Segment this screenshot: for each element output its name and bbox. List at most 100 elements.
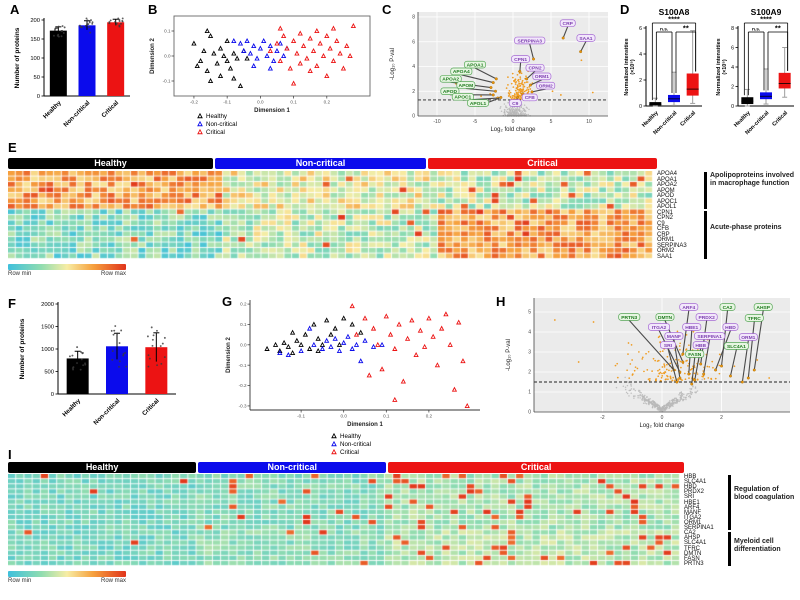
heatmap-row-label-slc4a1: SLC4A1	[684, 540, 707, 547]
svg-text:0: 0	[51, 392, 54, 398]
gene-label-saa1: SAA1	[576, 34, 596, 42]
gene-label-orm1: ORM1	[738, 333, 758, 341]
heatmap-row-label-hbd: HBD	[684, 484, 697, 491]
panel-e-group-header: Healthy Non-critical Critical	[8, 158, 657, 169]
heatmap-row-label-serpina1: SERPINA1	[684, 525, 714, 532]
svg-text:****: ****	[668, 15, 680, 24]
panel-i-bracket-myeloid	[728, 532, 731, 566]
heatmap-group-header-non-critical: Non-critical	[198, 462, 387, 473]
panel-letter-a: A	[10, 2, 20, 17]
gene-label-fasn: FASN	[685, 350, 705, 358]
svg-text:0: 0	[37, 94, 40, 100]
svg-text:6: 6	[639, 26, 642, 32]
svg-text:Dimension 2: Dimension 2	[150, 38, 156, 74]
panel-i-annotation-blood-coagulation: Regulation of blood coagulation	[734, 486, 795, 502]
svg-text:0.1: 0.1	[383, 414, 390, 419]
panel-letter-b: B	[148, 2, 158, 17]
gene-label-cpn1: CPN1	[511, 55, 531, 63]
gene-label-hbd: HBD	[722, 323, 739, 331]
svg-text:Log₂ fold change: Log₂ fold change	[490, 127, 536, 133]
svg-text:2: 2	[720, 415, 723, 421]
heatmap-row-label-hbb: HBB	[684, 474, 697, 480]
heatmap-row-label-slc4a1: SLC4A1	[684, 479, 707, 486]
gene-label-ahsp: AHSP	[753, 303, 773, 311]
panel-e-annotation-apolipoproteins: Apolipoproteins involved in macrophage f…	[710, 172, 795, 188]
svg-text:0.1: 0.1	[240, 322, 247, 327]
panel-i-row-labels: HBB SLC4A1 HBD PRDX2 SRI HBE1 ARF4 MANF ITGA2 ORM…	[684, 474, 726, 567]
gene-label-itga2: ITGA2	[648, 323, 670, 331]
gene-label-ca2: CA2	[719, 303, 736, 311]
panel-e-color-scale	[8, 264, 126, 270]
svg-text:Critical: Critical	[771, 110, 789, 128]
gene-label-cfb: CFB	[521, 93, 538, 101]
panel-e-bracket-acute-phase	[704, 211, 707, 259]
svg-text:-0.1: -0.1	[163, 79, 171, 84]
panel-h-volcano-plot: ARF4 CA2 AHSP PRTN3 DMTN PRDX2 TFRC ITGA2 HBE1 HB…	[506, 298, 790, 429]
heatmap-row-label-cpn1: CPN1	[657, 209, 674, 216]
svg-text:APOC1: APOC1	[454, 95, 471, 101]
svg-text:APOM: APOM	[459, 83, 474, 89]
heatmap-row-label-prtn3: PRTN3	[684, 560, 704, 567]
panel-g-scatter-plot: -0.1 0.0 0.1 0.2 0.2 0.1 0.0 -0.1 -0.2 -0.3 Dimens…	[226, 300, 480, 456]
heatmap-row-label-apod: APOD	[657, 193, 675, 199]
svg-text:ITGA2: ITGA2	[652, 325, 667, 331]
gene-label-tfrc: TFRC	[744, 314, 764, 322]
svg-text:0.2: 0.2	[324, 100, 331, 105]
svg-text:MANF: MANF	[667, 334, 681, 340]
svg-text:100: 100	[30, 56, 40, 62]
svg-text:0.0: 0.0	[257, 100, 264, 105]
heatmap-row-label-apoa1: APOA1	[657, 176, 678, 183]
gene-label-crp: CRP	[559, 19, 576, 27]
gene-label-serpina1: SERPINA1	[694, 332, 726, 340]
heatmap-row-label-orm2: ORM2	[657, 248, 675, 254]
heatmap-row-label-fasn: FASN	[684, 555, 700, 562]
svg-text:HBB: HBB	[695, 343, 706, 349]
panel-a-bar-chart: 0 50 100 150 200 Number of proteins Healthy Non…	[14, 17, 130, 128]
panel-i-group-header: Healthy Non-critical Critical	[8, 462, 684, 473]
panel-i-bracket-blood-coagulation	[728, 475, 731, 530]
svg-text:Number of proteins: Number of proteins	[14, 27, 21, 88]
svg-text:1500: 1500	[41, 325, 54, 331]
svg-text:2: 2	[528, 370, 531, 376]
panel-letter-h: H	[496, 294, 506, 309]
heatmap-row-label-apoa4: APOA4	[657, 171, 678, 177]
svg-text:4: 4	[639, 52, 642, 58]
svg-text:-Log₁₀ P-val: -Log₁₀ P-val	[506, 339, 512, 371]
svg-text:APOL1: APOL1	[470, 101, 487, 107]
svg-text:Number of proteins: Number of proteins	[19, 318, 26, 379]
svg-text:150: 150	[30, 37, 40, 43]
svg-text:500: 500	[44, 370, 54, 376]
heatmap-row-label-prdx2: PRDX2	[684, 489, 705, 496]
svg-text:0.0: 0.0	[341, 414, 348, 419]
heatmap-row-label-ca2: CA2	[684, 530, 696, 537]
panel-letter-f: F	[8, 296, 16, 311]
svg-text:Critical: Critical	[679, 110, 697, 128]
svg-text:2: 2	[639, 78, 642, 84]
svg-text:SERPINA3: SERPINA3	[517, 38, 542, 44]
gene-label-cpn2: CPN2	[525, 63, 545, 72]
svg-text:4: 4	[731, 65, 734, 71]
svg-text:0.2: 0.2	[426, 414, 433, 419]
gene-label-orm2: ORM2	[536, 81, 556, 89]
heatmap-row-label-orm1: ORM1	[684, 520, 702, 526]
gene-label-orm1: ORM1	[532, 72, 552, 80]
panel-letter-g: G	[222, 294, 233, 309]
gene-label-hbe1: HBE1	[682, 323, 702, 331]
svg-text:CFB: CFB	[525, 95, 536, 101]
gene-label-dmtn: DMTN	[655, 313, 675, 321]
svg-text:0: 0	[412, 114, 415, 120]
svg-text:S100A8: S100A8	[659, 7, 690, 17]
svg-text:0: 0	[731, 104, 734, 110]
svg-text:Critical: Critical	[100, 99, 120, 119]
svg-text:ORM1: ORM1	[741, 335, 755, 341]
svg-text:Normalized intensities: Normalized intensities	[716, 38, 722, 95]
svg-text:SAA1: SAA1	[579, 36, 592, 42]
svg-text:5: 5	[528, 310, 531, 316]
svg-text:10: 10	[586, 119, 592, 125]
svg-text:Critical: Critical	[141, 397, 161, 417]
critical-points	[267, 23, 357, 86]
svg-text:200: 200	[30, 18, 40, 24]
panel-i-annotation-myeloid: Myeloid cell differentiation	[734, 538, 781, 554]
heatmap-group-header-healthy: Healthy	[8, 158, 214, 169]
